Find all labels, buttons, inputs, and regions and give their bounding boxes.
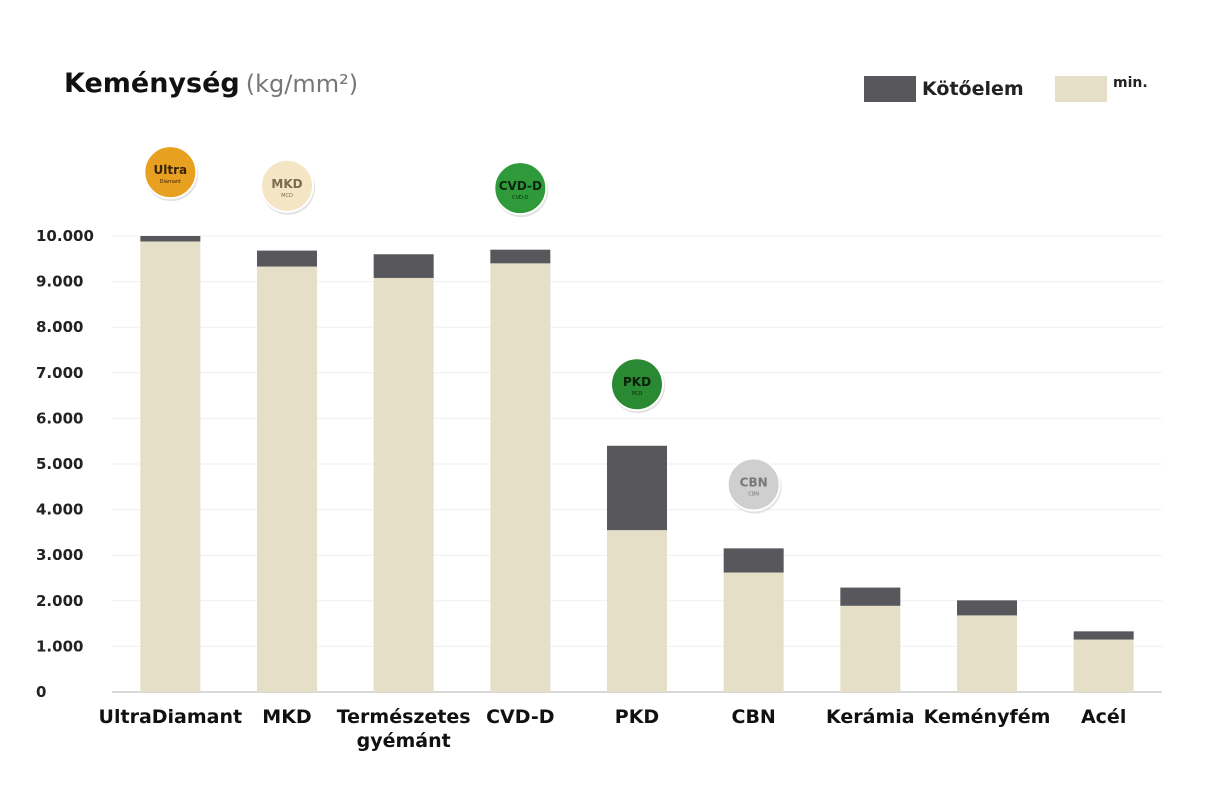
bar-min <box>957 615 1017 692</box>
badge-label: Ultra <box>154 163 188 177</box>
bar-min <box>607 530 667 692</box>
badge-label: PKD <box>623 375 651 389</box>
bar-kotoelem <box>140 236 201 242</box>
bar-min <box>1073 639 1134 692</box>
badge-icon <box>260 158 314 213</box>
legend-item-kotoelem: Kötőelem <box>864 76 1024 102</box>
legend-swatch-min <box>1055 76 1107 102</box>
x-category-label: Kerámia <box>826 706 915 728</box>
badge-icon <box>493 161 548 216</box>
badge-label: CBN <box>740 476 768 490</box>
bar-min <box>257 266 317 692</box>
bar-min <box>140 241 201 693</box>
badge-sublabel: CVD-D <box>512 195 529 201</box>
bar-kotoelem <box>607 445 667 531</box>
chart-title-text: Keménység <box>64 68 240 99</box>
bar-kotoelem <box>490 249 551 264</box>
x-category-label: PKD <box>615 706 659 728</box>
legend-label-min: min. <box>1113 75 1148 91</box>
legend-item-min: min. <box>1055 75 1148 102</box>
badge-icon <box>726 457 781 512</box>
bar-kotoelem <box>1073 631 1134 640</box>
chart-unit: (kg/mm²) <box>245 70 359 98</box>
x-category-label: gyémánt <box>357 730 451 752</box>
x-category-label: Acél <box>1081 706 1126 728</box>
x-category-label: CVD-D <box>486 706 554 728</box>
y-tick-label: 9.000 <box>36 273 83 291</box>
y-tick-label: 8.000 <box>36 318 83 336</box>
badge-sublabel: CBN <box>748 492 759 498</box>
bar-min <box>373 277 434 692</box>
badge-sublabel: MCD <box>281 193 293 199</box>
x-category-label: CBN <box>732 706 776 728</box>
y-tick-label: 1.000 <box>36 637 83 655</box>
y-tick-label: 10.000 <box>36 227 94 245</box>
chart-title: Keménység (kg/mm²) <box>64 68 358 99</box>
legend-swatch-kotoelem <box>864 76 916 102</box>
bar-kotoelem <box>840 587 901 606</box>
x-category-label: Keményfém <box>924 706 1051 728</box>
y-tick-label: 6.000 <box>36 409 83 427</box>
x-category-label: UltraDiamant <box>99 706 243 728</box>
y-tick-label: 4.000 <box>36 501 83 519</box>
badge-sublabel: PCD <box>632 391 643 397</box>
y-tick-label: 0 <box>36 683 46 701</box>
bar-min <box>490 263 551 692</box>
legend-label-kotoelem: Kötőelem <box>922 78 1024 100</box>
y-tick-label: 7.000 <box>36 364 83 382</box>
badge-label: MKD <box>271 177 302 191</box>
x-category-label: MKD <box>262 706 311 728</box>
bar-kotoelem <box>957 600 1017 616</box>
badge-icon <box>143 145 198 200</box>
badge-icon <box>610 357 664 412</box>
bar-min <box>840 605 901 692</box>
bar-kotoelem <box>723 548 784 573</box>
bar-min <box>723 572 784 692</box>
y-tick-label: 3.000 <box>36 546 83 564</box>
bar-kotoelem <box>373 254 434 278</box>
x-category-label: Természetes <box>337 706 471 728</box>
badge-label: CVD-D <box>499 179 542 193</box>
badge-sublabel: Diamant <box>160 179 181 185</box>
y-tick-label: 5.000 <box>36 455 83 473</box>
y-tick-label: 2.000 <box>36 592 83 610</box>
bar-kotoelem <box>257 250 317 267</box>
